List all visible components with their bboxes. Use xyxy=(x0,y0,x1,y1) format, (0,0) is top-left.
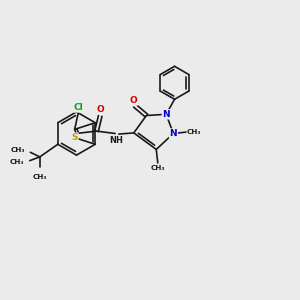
Text: NH: NH xyxy=(109,136,123,145)
Text: N: N xyxy=(169,129,177,138)
Text: O: O xyxy=(130,96,137,105)
Text: S: S xyxy=(71,133,78,142)
Text: CH₃: CH₃ xyxy=(11,147,26,153)
Text: CH₃: CH₃ xyxy=(151,165,165,171)
Text: CH₃: CH₃ xyxy=(32,174,47,180)
Text: O: O xyxy=(97,105,105,114)
Text: CH₃: CH₃ xyxy=(187,129,202,135)
Text: Cl: Cl xyxy=(74,103,84,112)
Text: CH₃: CH₃ xyxy=(9,159,24,165)
Text: N: N xyxy=(162,110,170,119)
